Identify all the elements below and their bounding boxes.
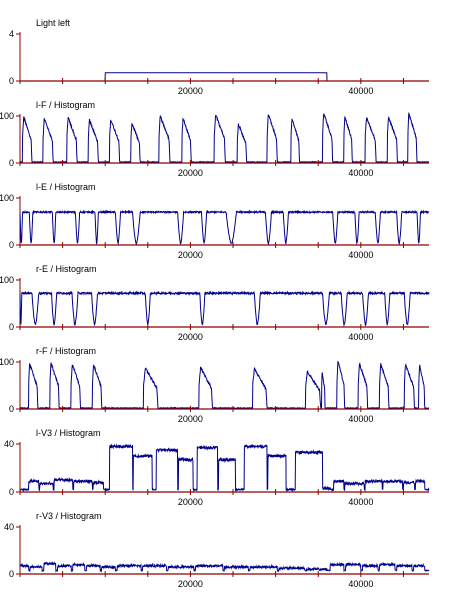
y-tick-label: 0 xyxy=(9,404,14,414)
panel-title: l-V3 / Histogram xyxy=(36,428,101,438)
series-line xyxy=(19,112,430,165)
x-tick-label: 20000 xyxy=(178,250,203,260)
panel-title: r-E / Histogram xyxy=(36,264,97,274)
x-tick-label: 20000 xyxy=(178,168,203,178)
y-tick-label: 0 xyxy=(9,76,14,86)
x-tick-label: 20000 xyxy=(178,86,203,96)
x-tick-label: 40000 xyxy=(348,168,373,178)
y-tick-label: 100 xyxy=(0,111,14,121)
y-tick-label: 4 xyxy=(9,29,14,39)
y-tick-label: 0 xyxy=(9,158,14,168)
y-tick-label: 0 xyxy=(9,569,14,579)
y-tick-label: 100 xyxy=(0,275,14,285)
series-line xyxy=(20,72,429,82)
panel-title: r-V3 / Histogram xyxy=(36,511,102,521)
x-tick-label: 40000 xyxy=(348,86,373,96)
x-tick-label: 20000 xyxy=(178,414,203,424)
x-tick-label: 20000 xyxy=(178,579,203,589)
y-tick-label: 0 xyxy=(9,240,14,250)
panel-title: r-F / Histogram xyxy=(36,346,96,356)
y-tick-label: 40 xyxy=(4,522,14,532)
x-tick-label: 20000 xyxy=(178,332,203,342)
y-tick-label: 100 xyxy=(0,357,14,367)
y-tick-label: 0 xyxy=(9,487,14,497)
x-tick-label: 40000 xyxy=(348,497,373,507)
panel-title: l-E / Histogram xyxy=(36,182,96,192)
x-tick-label: 40000 xyxy=(348,414,373,424)
panel-title: Light left xyxy=(36,18,71,28)
panel-title: l-F / Histogram xyxy=(36,100,95,110)
x-tick-label: 40000 xyxy=(348,332,373,342)
series-line xyxy=(19,561,430,573)
series-line xyxy=(19,361,430,411)
x-tick-label: 20000 xyxy=(178,497,203,507)
y-tick-label: 40 xyxy=(4,439,14,449)
y-tick-label: 100 xyxy=(0,193,14,203)
series-line xyxy=(19,443,430,493)
y-tick-label: 0 xyxy=(9,322,14,332)
series-line xyxy=(19,290,430,327)
x-tick-label: 40000 xyxy=(348,579,373,589)
x-tick-label: 40000 xyxy=(348,250,373,260)
series-line xyxy=(19,209,430,247)
